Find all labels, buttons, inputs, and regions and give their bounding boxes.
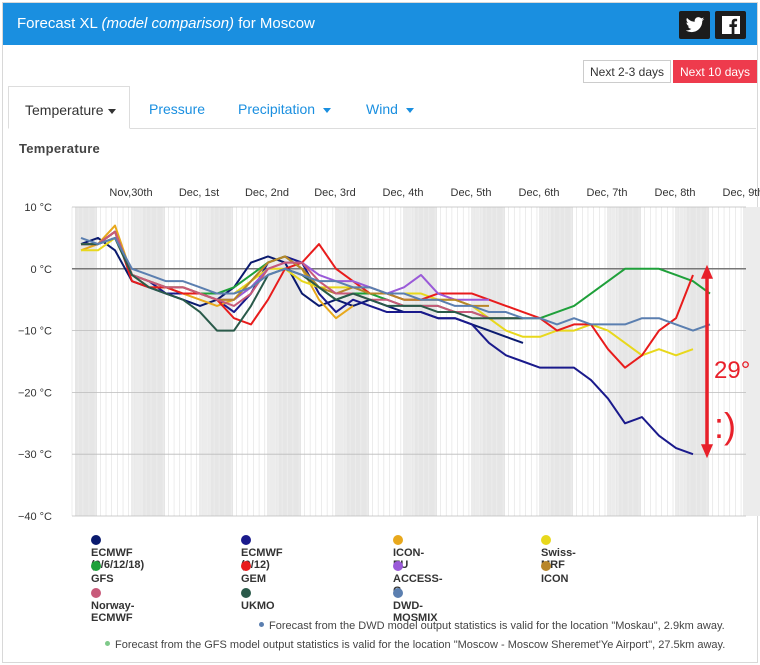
- legend-item[interactable]: DWD-MOSMIX: [393, 588, 438, 624]
- gfs-note: Forecast from the GFS model output stati…: [105, 639, 725, 651]
- next-2-3-days-button[interactable]: Next 2-3 days: [583, 60, 672, 83]
- annotation-arrowhead-down: [701, 444, 713, 459]
- x-tick-label: Dec, 6th: [519, 187, 560, 199]
- tab-precipitation[interactable]: Precipitation: [238, 86, 332, 129]
- header-bar: Forecast XL (model comparison) for Mosco…: [3, 3, 757, 45]
- night-band: [483, 207, 505, 516]
- legend-label: UKMO: [241, 600, 275, 612]
- legend-label: Norway-ECMWF: [91, 600, 135, 624]
- night-band: [415, 207, 437, 516]
- x-tick-label: Dec, 1st: [179, 187, 219, 199]
- next-10-days-button[interactable]: Next 10 days: [673, 60, 758, 83]
- twitter-icon: [685, 16, 704, 32]
- legend-dot-icon: [393, 561, 403, 571]
- legend-dot-icon: [241, 588, 251, 598]
- night-band: [279, 207, 301, 516]
- y-tick-label: 0 °C: [30, 264, 52, 276]
- facebook-button[interactable]: [715, 11, 746, 39]
- legend-item[interactable]: GEM: [241, 561, 266, 585]
- title-tail: for Moscow: [238, 15, 315, 32]
- legend-label: DWD-MOSMIX: [393, 600, 438, 624]
- series-line: [81, 230, 694, 456]
- x-tick-label: Dec, 9th: [723, 187, 760, 199]
- legend-item[interactable]: Norway-ECMWF: [91, 588, 134, 624]
- legend-dot-icon: [241, 535, 251, 545]
- tab-bar: Temperature Pressure Precipitation Wind: [8, 86, 756, 129]
- night-band: [551, 207, 573, 516]
- y-tick-label: −40 °C: [18, 511, 52, 523]
- annotation-arrowhead-up: [701, 264, 713, 279]
- y-tick-label: −30 °C: [18, 449, 52, 461]
- series-line: [80, 236, 711, 332]
- tab-pressure[interactable]: Pressure: [149, 101, 206, 117]
- page-title: Forecast XL (model comparison) for Mosco…: [17, 15, 315, 32]
- x-tick-label: Dec, 5th: [451, 187, 492, 199]
- note-dot-icon: [105, 641, 110, 646]
- night-band: [743, 207, 760, 516]
- annotation-face: :): [714, 405, 736, 446]
- x-tick-label: Dec, 4th: [383, 187, 424, 199]
- legend-dot-icon: [393, 588, 403, 598]
- annotation-delta: 29°: [714, 357, 750, 384]
- legend-dot-icon: [91, 588, 101, 598]
- legend-dot-icon: [393, 535, 403, 545]
- legend-item[interactable]: UKMO: [241, 588, 275, 612]
- chevron-down-icon: [107, 108, 116, 114]
- x-tick-label: Dec, 7th: [587, 187, 628, 199]
- title-em: (model comparison): [101, 15, 235, 32]
- chevron-down-icon: [323, 107, 332, 113]
- legend-item[interactable]: ICON: [541, 561, 569, 585]
- y-tick-label: −10 °C: [18, 326, 52, 338]
- legend-dot-icon: [91, 535, 101, 545]
- note-dot-icon: [259, 622, 264, 627]
- twitter-button[interactable]: [679, 11, 710, 39]
- night-band: [143, 207, 165, 516]
- tab-wind[interactable]: Wind: [366, 86, 414, 129]
- legend-label: ICON: [541, 573, 569, 585]
- x-tick-label: Dec, 8th: [655, 187, 696, 199]
- title-main: Forecast XL: [17, 15, 98, 32]
- chevron-down-icon: [405, 107, 414, 113]
- legend-dot-icon: [241, 561, 251, 571]
- legend-label: ECMWF (0/6/12/18): [91, 547, 145, 571]
- x-tick-label: Dec, 3rd: [314, 187, 356, 199]
- y-tick-label: 10 °C: [24, 202, 52, 214]
- legend-dot-icon: [541, 561, 551, 571]
- night-band: [75, 207, 97, 516]
- series-line: [81, 230, 523, 320]
- legend-item[interactable]: GFS: [91, 561, 114, 585]
- x-tick-label: Dec, 2nd: [245, 187, 289, 199]
- section-title: Temperature: [19, 141, 101, 156]
- dwd-note: Forecast from the DWD model output stati…: [259, 620, 725, 632]
- night-band: [211, 207, 233, 516]
- night-band: [687, 207, 709, 516]
- legend-item[interactable]: ECMWF (0/6/12/18): [91, 535, 144, 571]
- legend-dot-icon: [91, 561, 101, 571]
- legend-label: GFS: [91, 573, 114, 585]
- x-tick-label: Nov,30th: [109, 187, 152, 199]
- y-tick-label: −20 °C: [18, 387, 52, 399]
- tab-temperature[interactable]: Temperature: [8, 86, 130, 129]
- night-band: [619, 207, 641, 516]
- legend-dot-icon: [541, 535, 551, 545]
- facebook-icon: [721, 16, 740, 34]
- legend-label: GEM: [241, 573, 267, 585]
